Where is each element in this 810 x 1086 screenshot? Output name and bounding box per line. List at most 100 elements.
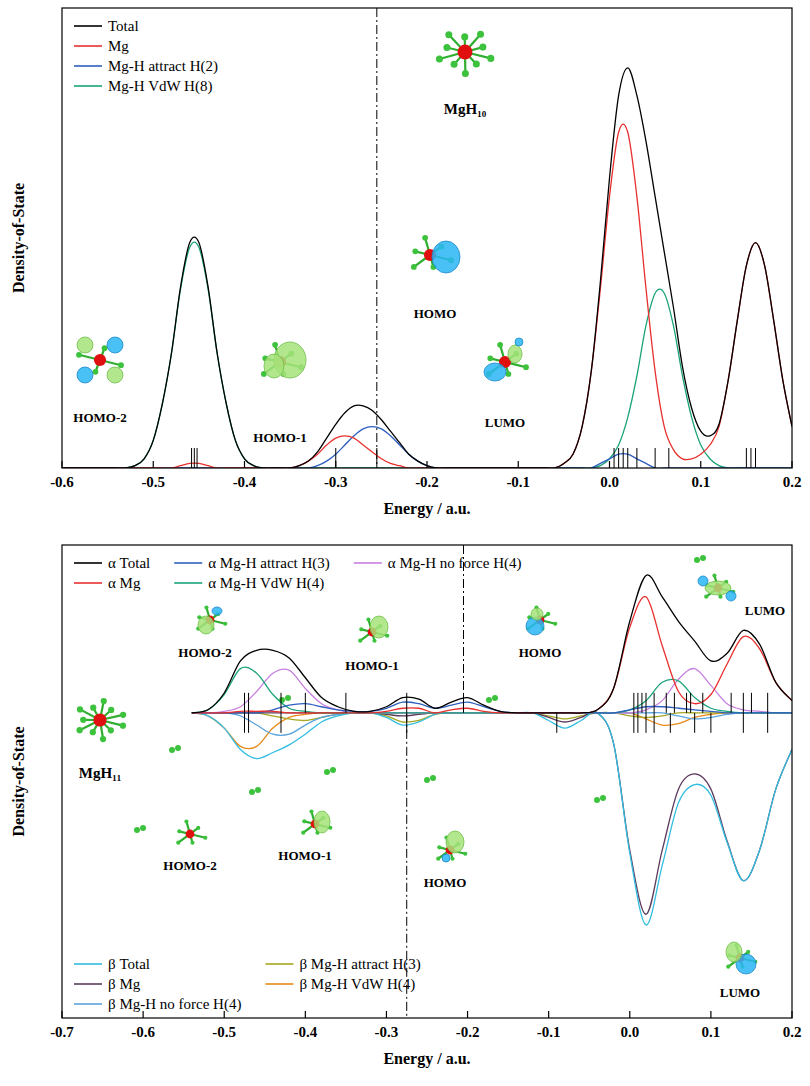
orbital-stick — [755, 448, 756, 468]
orbital-stick — [710, 713, 711, 733]
x-tick — [629, 1011, 630, 1018]
annotation: HOMO-2 — [163, 858, 216, 873]
orbital-lobe — [432, 241, 460, 273]
orbital-stick — [743, 713, 744, 733]
orbital-stick — [556, 713, 557, 733]
h-atom — [80, 717, 86, 723]
x-tick-label: -0.4 — [293, 1024, 317, 1040]
orbital-lobe — [212, 607, 222, 615]
orbital-stick — [335, 448, 336, 468]
h2-atom — [492, 695, 498, 701]
h-atom — [190, 841, 194, 845]
h-atom — [108, 727, 114, 733]
annotation: HOMO — [519, 645, 562, 660]
h2-atom — [486, 697, 492, 703]
orbital-stick — [191, 448, 192, 468]
annotation: MgH₁₁ — [79, 765, 121, 781]
x-tick — [386, 1011, 387, 1018]
orbital-icon — [261, 342, 306, 378]
h-atom — [506, 371, 512, 377]
decorations — [76, 31, 529, 383]
legend-label: Mg-H VdW H(8) — [108, 78, 212, 95]
orbital-stick — [406, 713, 407, 733]
legend-label: α Mg-H VdW H(4) — [208, 575, 324, 592]
chart-panel: -0.7-0.6-0.5-0.4-0.3-0.2-0.10.00.10.2Ene… — [10, 545, 801, 1068]
orbital-lobe — [515, 338, 523, 346]
orbital-stick — [197, 448, 198, 468]
legend-swatch — [354, 562, 382, 564]
x-tick-label: -0.4 — [233, 474, 257, 490]
h-atom — [436, 55, 443, 62]
legend-swatch — [74, 1003, 102, 1005]
h2-atom — [285, 695, 291, 701]
orbital-stick — [618, 448, 619, 468]
h-atom — [101, 698, 107, 704]
h-atom — [176, 841, 180, 845]
h-atom — [462, 70, 469, 77]
annotation: LUMO — [745, 603, 785, 618]
orbital-stick — [633, 693, 634, 713]
orbital-icon — [76, 337, 124, 383]
orbital-stick — [248, 693, 249, 713]
h-atom — [102, 345, 108, 351]
x-tick-label: 0.2 — [783, 474, 802, 490]
x-tick — [467, 1011, 468, 1018]
x-tick — [143, 1011, 144, 1018]
h-atom — [118, 362, 124, 368]
x-tick — [700, 461, 701, 468]
orbital-stick — [751, 693, 752, 713]
h-atom — [366, 617, 370, 621]
h-atom — [546, 612, 550, 616]
legend-label: α Mg-H no force H(4) — [388, 555, 522, 572]
plot-data — [192, 545, 792, 1018]
legend: β Totalβ Mgβ Mg-H no force H(4)β Mg-H at… — [74, 956, 421, 1013]
h-atom — [358, 639, 362, 643]
orbital-stick — [654, 693, 655, 713]
orbital-lobe — [77, 337, 93, 353]
orbital-lobe — [77, 367, 93, 383]
orbital-stick — [614, 448, 615, 468]
legend: α Totalα Mgα Mg-H attract H(3)α Mg-H VdW… — [74, 555, 521, 592]
legend-label: Mg-H attract H(2) — [108, 58, 218, 75]
legend-swatch — [74, 25, 102, 27]
annotation: HOMO — [414, 306, 457, 321]
orbital-stick — [670, 713, 671, 733]
orbital-icon — [726, 942, 757, 974]
h2-atom — [694, 557, 700, 563]
h-atom — [359, 627, 363, 631]
legend-swatch — [265, 983, 293, 985]
h2-atom — [700, 555, 706, 561]
x-tick-label: 0.1 — [691, 474, 710, 490]
orbital-stick — [627, 448, 628, 468]
orbital-icon — [436, 31, 494, 77]
h-atom — [553, 622, 557, 626]
orbital-stick — [767, 693, 768, 713]
x-tick-label: -0.6 — [50, 474, 74, 490]
annotation: HOMO-2 — [178, 645, 231, 660]
h2-atom — [594, 797, 600, 803]
orbital-stick — [646, 713, 647, 733]
dos-curve — [192, 575, 792, 713]
x-tick-label: -0.5 — [141, 474, 165, 490]
orbital-stick — [194, 448, 195, 468]
h-atom — [523, 364, 529, 370]
x-tick-label: 0.0 — [620, 1024, 639, 1040]
orbital-lobe — [446, 831, 464, 853]
h-atom — [422, 235, 428, 241]
x-tick-label: -0.6 — [131, 1024, 155, 1040]
mg-atom — [93, 713, 106, 726]
orbital-stick — [655, 448, 656, 468]
x-tick-label: 0.1 — [702, 1024, 721, 1040]
h-atom — [77, 706, 83, 712]
annotation: HOMO-1 — [278, 848, 331, 863]
orbital-lobe — [314, 811, 330, 833]
legend-label: β Mg-H VdW H(4) — [299, 976, 415, 993]
h-atom — [196, 826, 200, 830]
legend-swatch — [74, 983, 102, 985]
h-atom — [76, 352, 82, 358]
legend-label: Mg — [108, 38, 129, 54]
h2-atom — [430, 775, 436, 781]
h-atom — [272, 342, 278, 348]
orbital-stick — [750, 448, 751, 468]
orbital-stick — [633, 713, 634, 733]
